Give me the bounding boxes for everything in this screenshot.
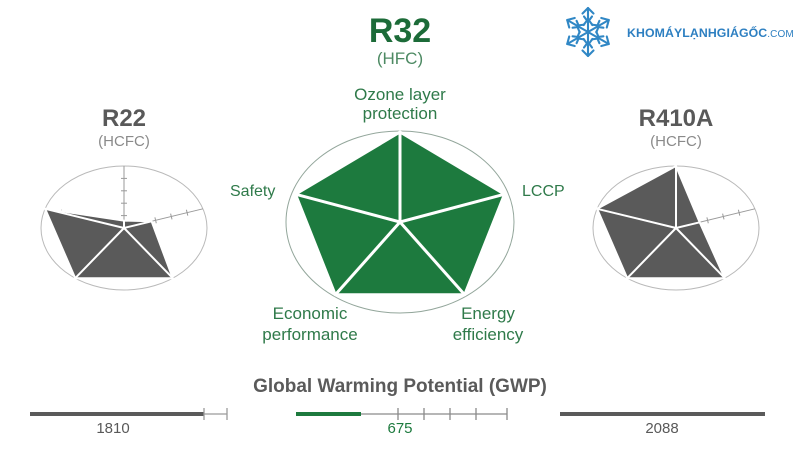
svg-text:LCCP: LCCP: [522, 183, 565, 200]
svg-text:R410A: R410A: [639, 105, 714, 132]
svg-text:(HCFC): (HCFC): [98, 133, 150, 150]
svg-text:1810: 1810: [96, 420, 129, 437]
svg-text:R32: R32: [369, 12, 431, 50]
svg-text:Global Warming Potential (GWP): Global Warming Potential (GWP): [253, 376, 547, 397]
svg-text:Ozone layer: Ozone layer: [354, 85, 446, 104]
svg-text:(HFC): (HFC): [377, 49, 423, 68]
svg-text:R22: R22: [102, 105, 146, 132]
svg-text:Safety: Safety: [230, 183, 275, 200]
svg-text:protection: protection: [363, 104, 438, 123]
svg-text:performance: performance: [262, 325, 357, 344]
svg-text:Energy: Energy: [461, 304, 515, 323]
svg-text:efficiency: efficiency: [453, 325, 524, 344]
svg-text:2088: 2088: [645, 420, 678, 437]
svg-text:(HCFC): (HCFC): [650, 133, 702, 150]
svg-text:Economic: Economic: [273, 304, 348, 323]
svg-text:675: 675: [387, 420, 412, 437]
